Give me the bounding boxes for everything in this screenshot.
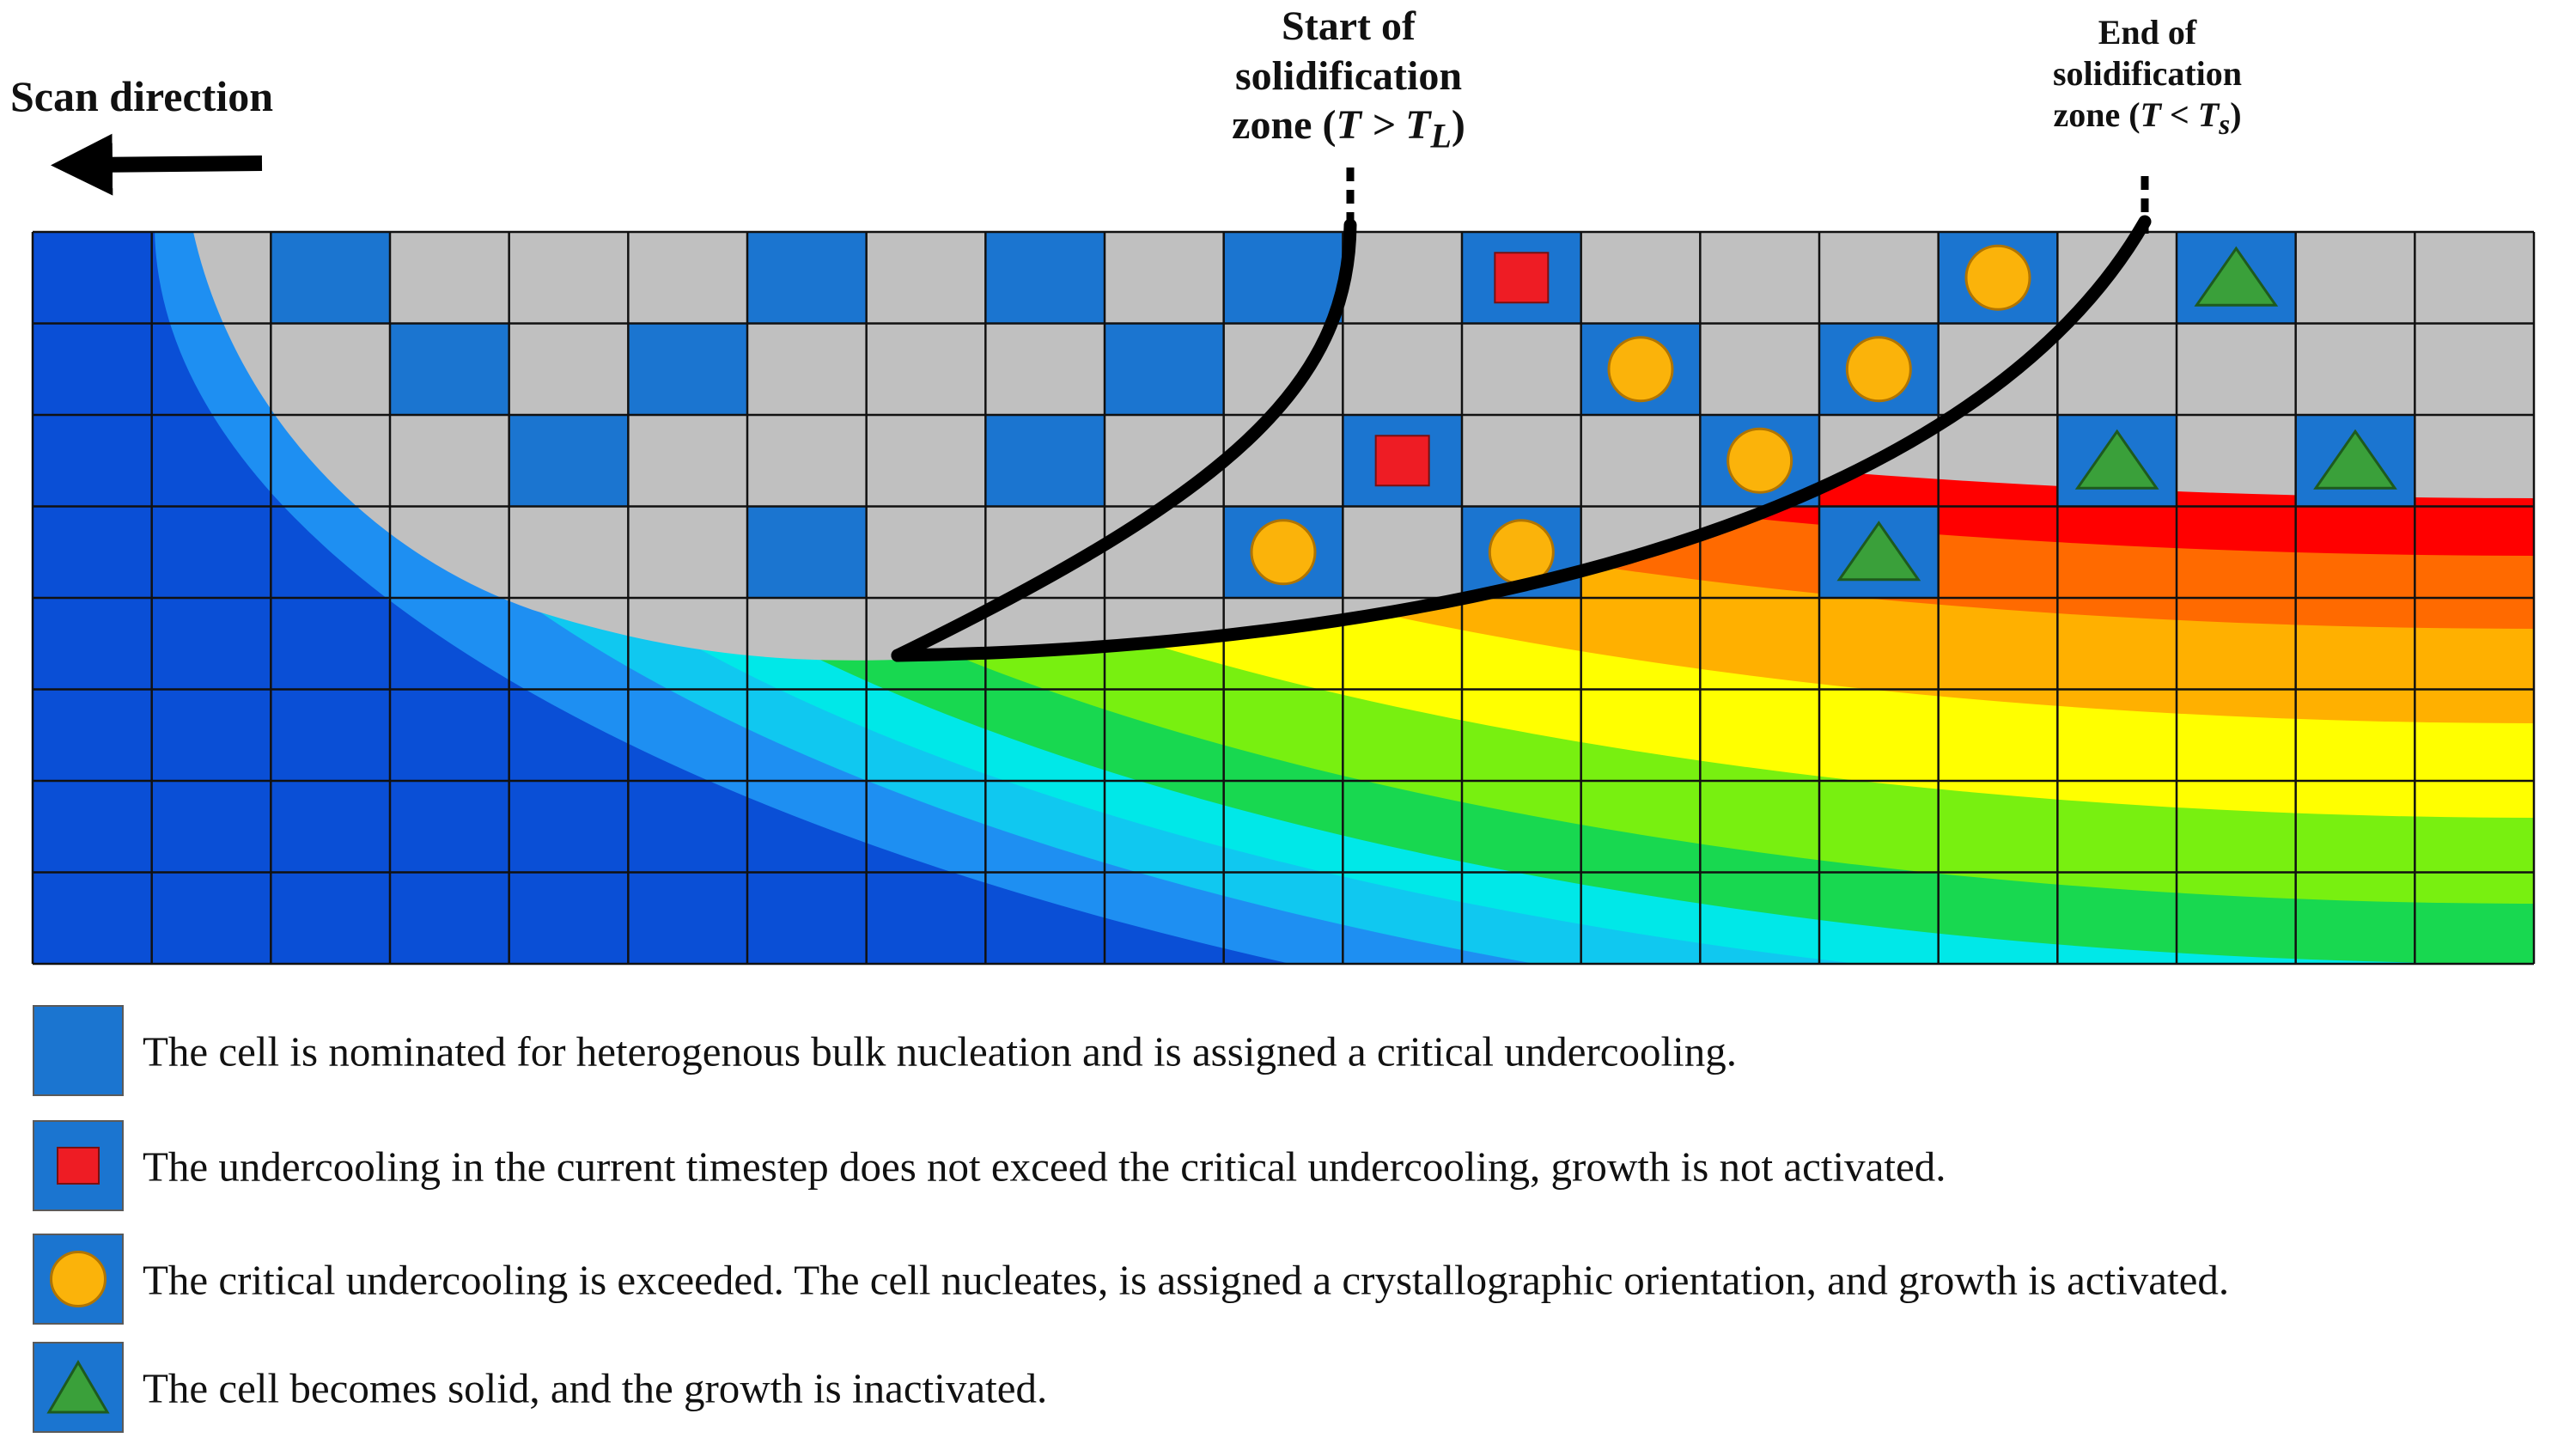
nominated-cell [1580, 323, 1701, 415]
end-label-sub: s [2219, 109, 2231, 141]
orange-circle-icon [1726, 427, 1793, 494]
nominated-cell-fill [1223, 232, 1343, 324]
nominated-cell [271, 232, 390, 324]
end-label-prefix: zone ( [2053, 95, 2141, 134]
orange-circle-icon [1250, 519, 1317, 586]
green-triangle-icon [46, 1360, 110, 1414]
nominated-cell [390, 323, 509, 415]
legend-item-nucleates: The critical undercooling is exceeded. T… [33, 1234, 2567, 1326]
orange-circle-cell-icon [33, 1234, 124, 1325]
nominated-cell [2177, 232, 2296, 324]
nominated-cell [1938, 232, 2058, 324]
red-square-icon [1374, 435, 1430, 487]
end-label-suffix: ) [2230, 95, 2242, 134]
nominated-cell [1223, 232, 1343, 324]
green-triangle-icon [2074, 429, 2159, 490]
green-triangle-icon [1836, 521, 1921, 582]
scan-direction-label: Scan direction [10, 72, 274, 120]
legend-text: The cell becomes solid, and the growth i… [143, 1364, 1048, 1412]
nucleation-cells [271, 232, 2415, 598]
nominated-cell [1819, 506, 1939, 598]
legend-text: The cell is nominated for heterogenous b… [143, 1027, 1737, 1075]
nominated-cell [1462, 232, 1581, 324]
orange-circle-icon [1845, 336, 1912, 403]
red-square-icon [1494, 252, 1550, 304]
start-label-line1: Start of [1282, 3, 1416, 49]
orange-circle-icon [1964, 244, 2031, 311]
legend-item-solid: The cell becomes solid, and the growth i… [33, 1342, 2567, 1435]
nominated-cell [747, 506, 867, 598]
legend-text: The undercooling in the current timestep… [143, 1142, 1946, 1191]
orange-circle-icon [50, 1251, 107, 1307]
start-label-prefix: zone ( [1232, 102, 1337, 149]
end-label-math: T < T [2140, 95, 2220, 134]
start-label-sub: L [1430, 116, 1452, 155]
nominated-cell-fill [747, 232, 867, 324]
nominated-cell-icon [33, 1005, 124, 1096]
red-square-icon [57, 1147, 100, 1185]
nominated-cell-fill [390, 323, 509, 415]
orange-circle-icon [1607, 336, 1674, 403]
start-label-math: T > T [1336, 102, 1431, 149]
nominated-cell [985, 415, 1105, 507]
nominated-cell [628, 323, 747, 415]
start-label-line3: zone (T > TL) [1142, 101, 1555, 157]
nominated-cell-fill [1105, 323, 1224, 415]
red-square-cell-icon [33, 1120, 124, 1211]
solidus-boundary-curve [891, 215, 2152, 662]
end-label-line3: zone (T < Ts) [1976, 94, 2319, 143]
nominated-cell [1819, 323, 1939, 415]
nominated-cell [509, 415, 629, 507]
end-solidification-label: End of solidification zone (T < Ts) [1976, 12, 2319, 143]
end-label-line1: End of [2098, 13, 2197, 52]
green-triangle-icon [2194, 246, 2279, 307]
nominated-cell-fill [985, 232, 1105, 324]
end-label-line2: solidification [2052, 54, 2243, 93]
nominated-cell [1343, 415, 1462, 507]
green-triangle-icon [2313, 429, 2397, 490]
nominated-cell-fill [747, 506, 867, 598]
nominated-cell-fill [628, 323, 747, 415]
scan-direction-arrow [51, 133, 263, 196]
legend-item-nominated: The cell is nominated for heterogenous b… [33, 1005, 2567, 1098]
liquidus-boundary-curve [891, 218, 1357, 662]
nominated-cell-fill [271, 232, 390, 324]
nominated-cell [2057, 415, 2177, 507]
legend-text: The critical undercooling is exceeded. T… [143, 1256, 2230, 1304]
nominated-cell [2295, 415, 2415, 507]
start-label-line2: solidification [1234, 52, 1463, 99]
nominated-cell-fill [509, 415, 629, 507]
nominated-cell [985, 232, 1105, 324]
nominated-cell [747, 232, 867, 324]
start-label-suffix: ) [1451, 102, 1465, 149]
ca-grid [31, 230, 2536, 966]
legend-item-not-activated: The undercooling in the current timestep… [33, 1120, 2567, 1213]
nominated-cell-fill [985, 415, 1105, 507]
nominated-cell [1223, 506, 1343, 598]
nominated-cell [1105, 323, 1224, 415]
green-triangle-cell-icon [33, 1342, 124, 1433]
start-solidification-label: Start of solidification zone (T > TL) [1142, 2, 1555, 157]
